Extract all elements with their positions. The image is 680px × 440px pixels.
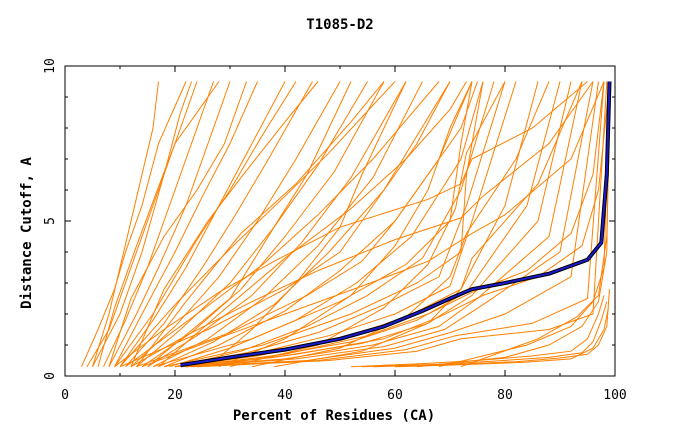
- model-series-line-8: [130, 81, 341, 368]
- model-series-line-21: [180, 81, 572, 368]
- x-axis-label: Percent of Residues (CA): [233, 408, 435, 424]
- model-series-line-1: [86, 81, 198, 367]
- model-series-line-49: [92, 81, 159, 367]
- model-series-line-57: [136, 81, 385, 368]
- model-series-line-51: [207, 81, 407, 368]
- model-series-line-47: [185, 81, 605, 368]
- model-series-line-32: [130, 81, 594, 368]
- model-series-line-15: [169, 81, 484, 368]
- axis-ticks: 0 20 40 60 80 100 0 5 10: [43, 58, 627, 403]
- x-tick-label: 20: [167, 388, 183, 403]
- model-series-line-33: [141, 81, 605, 368]
- model-series-line-46: [460, 81, 612, 368]
- model-series-line-26: [196, 81, 608, 368]
- model-series-line-38: [152, 81, 473, 368]
- model-series-line-50: [81, 81, 187, 367]
- model-series-line-43: [394, 307, 609, 368]
- model-series-line-17: [174, 81, 506, 368]
- model-series-line-5: [114, 81, 258, 367]
- model-series-line-14: [163, 81, 478, 368]
- model-series-line-37: [114, 81, 297, 367]
- model-series-line-48: [196, 81, 610, 368]
- model-series-line-25: [191, 81, 605, 368]
- model-series-line-2: [92, 81, 192, 367]
- model-series-line-3: [103, 81, 214, 367]
- chart-title: T1085-D2: [306, 17, 373, 33]
- model-series-line-44: [416, 81, 610, 368]
- x-tick-label: 80: [497, 388, 513, 403]
- model-series-line-39: [163, 81, 484, 368]
- plot-lines: [81, 81, 612, 368]
- model-series-line-40: [350, 295, 605, 368]
- model-series-line-58: [158, 81, 467, 368]
- x-tick-label: 0: [61, 388, 69, 403]
- model-series-line-55: [273, 81, 583, 368]
- model-series-line-30: [125, 81, 440, 368]
- x-tick-label: 40: [277, 388, 293, 403]
- model-series-line-4: [108, 81, 231, 367]
- y-tick-label: 5: [43, 217, 58, 225]
- y-tick-label: 0: [43, 372, 58, 380]
- model-series-line-29: [119, 81, 396, 368]
- model-series-line-16: [174, 81, 495, 368]
- model-series-line-23: [185, 81, 594, 368]
- model-series-line-22: [180, 81, 583, 368]
- model-series-line-28: [97, 81, 220, 367]
- model-series-line-7: [125, 81, 313, 368]
- y-axis-label: Distance Cutoff, A: [19, 157, 35, 309]
- model-series-line-36: [147, 81, 352, 368]
- x-tick-label: 100: [603, 388, 626, 403]
- model-series-line-27: [108, 81, 247, 367]
- highlight-series-line: [180, 81, 611, 367]
- model-series-line-9: [136, 81, 368, 368]
- model-series-line-42: [372, 289, 610, 368]
- x-tick-label: 60: [387, 388, 403, 403]
- model-series-line-31: [114, 81, 588, 368]
- y-tick-label: 10: [43, 58, 58, 74]
- model-series-line-56: [130, 81, 319, 367]
- model-series-line-10: [141, 81, 385, 368]
- model-series-line-54: [251, 81, 550, 368]
- model-series-line-53: [229, 81, 506, 368]
- model-series-line-52: [218, 81, 473, 368]
- model-series-line-34: [119, 81, 451, 368]
